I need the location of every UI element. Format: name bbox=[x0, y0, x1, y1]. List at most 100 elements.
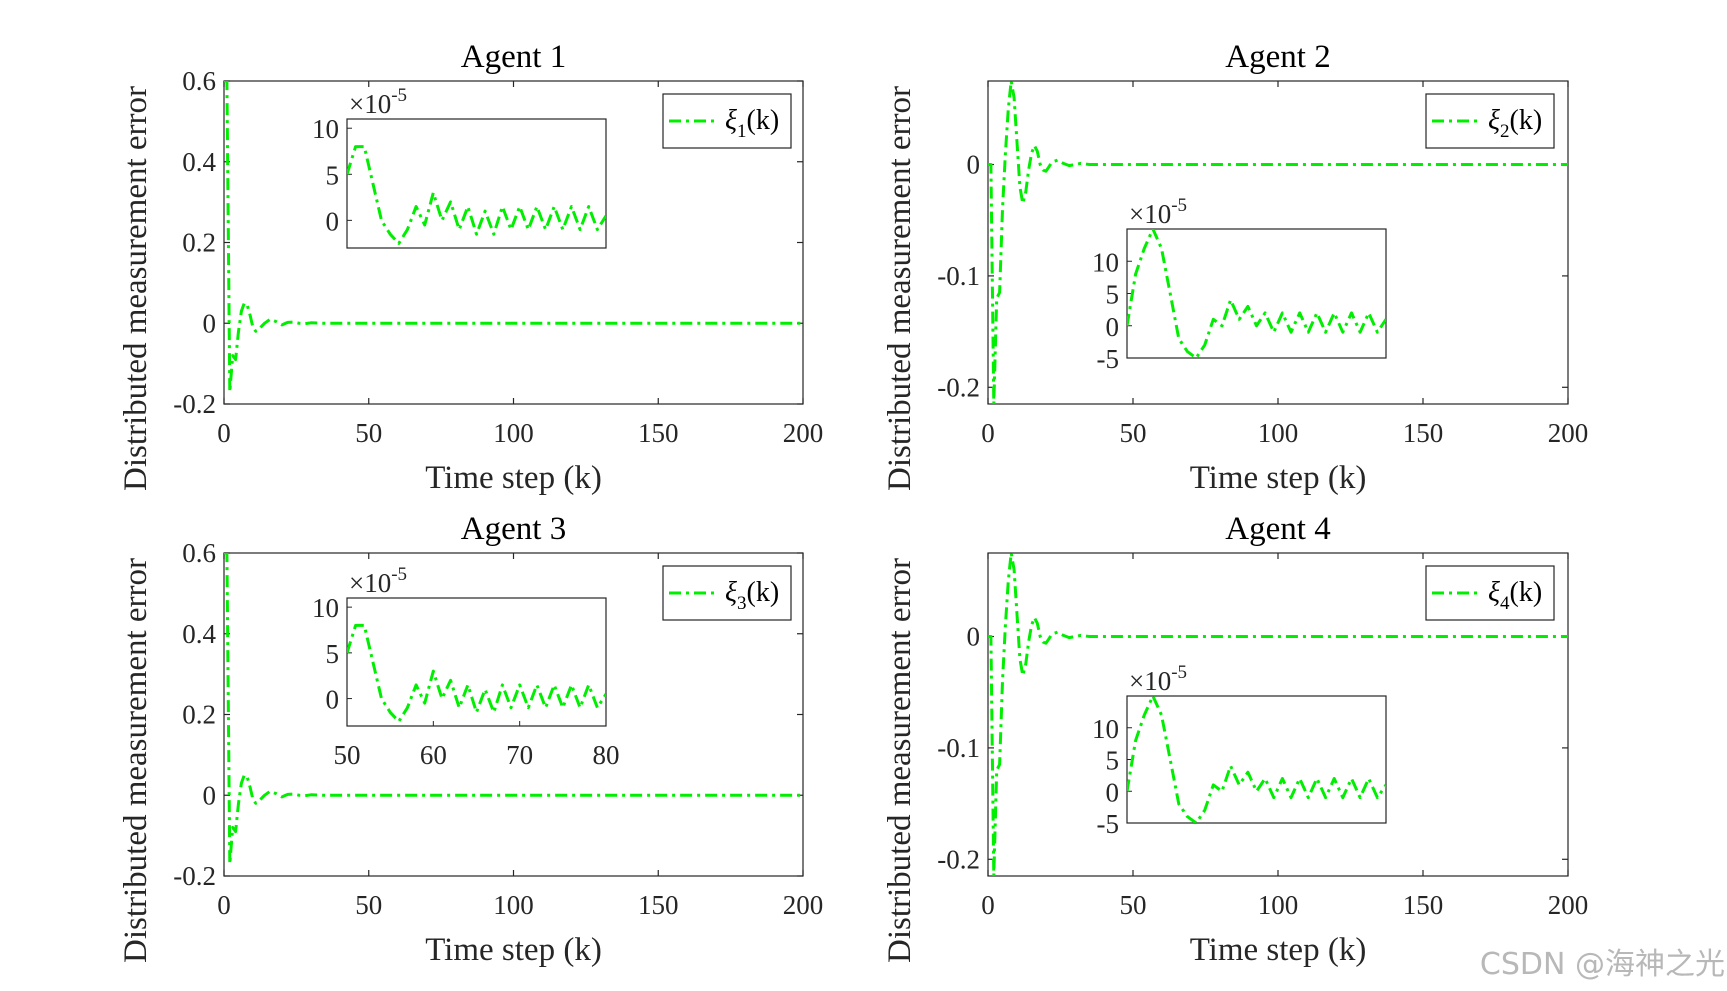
y-tick-label: 0.2 bbox=[182, 228, 216, 258]
inset-y-tick-label: 5 bbox=[1106, 280, 1120, 310]
inset-y-tick-label: 10 bbox=[312, 593, 339, 623]
series-line bbox=[988, 553, 1568, 876]
legend: ξ2(k) bbox=[1425, 93, 1555, 149]
y-tick-label: -0.2 bbox=[937, 844, 980, 874]
inset-y-tick-label: 0 bbox=[1106, 777, 1120, 807]
legend-box bbox=[662, 565, 792, 621]
series-line bbox=[224, 81, 803, 394]
x-tick-label: 0 bbox=[981, 418, 995, 448]
chart-title: Agent 4 bbox=[1225, 511, 1330, 547]
x-tick-label: 200 bbox=[783, 418, 824, 448]
inset-y-tick-label: 10 bbox=[1092, 714, 1119, 744]
inset-series-line bbox=[1127, 696, 1386, 823]
legend: ξ1(k) bbox=[662, 93, 792, 149]
inset-series-line bbox=[347, 145, 606, 245]
y-tick-label: -0.2 bbox=[173, 389, 216, 419]
y-tick-label: -0.2 bbox=[173, 861, 216, 891]
inset-y-tick-label: 10 bbox=[1092, 247, 1119, 277]
legend-label: ξ2(k) bbox=[1488, 105, 1542, 142]
inset-y-tick-label: 0 bbox=[326, 206, 340, 236]
inset-y-tick-label: 5 bbox=[326, 639, 340, 669]
inset-exponent-label: ×10-5 bbox=[1129, 195, 1187, 229]
inset-box bbox=[1126, 695, 1387, 824]
inset-exponent-label: ×10-5 bbox=[1129, 662, 1187, 696]
series-line bbox=[988, 81, 1568, 404]
series-line bbox=[224, 553, 803, 866]
inset-zoom: 0 5 10 50 60 70 80 ×10-5 bbox=[312, 564, 620, 770]
y-axis-label: Distributed measurement error bbox=[882, 86, 918, 491]
y-tick-label: 0 bbox=[967, 622, 981, 652]
x-tick-label: 200 bbox=[1548, 890, 1589, 920]
y-tick-label: -0.2 bbox=[937, 372, 980, 402]
inset-exponent-label: ×10-5 bbox=[349, 85, 407, 119]
x-axis-label: Time step (k) bbox=[425, 932, 602, 968]
x-axis-label: Time step (k) bbox=[1190, 932, 1367, 968]
x-tick-label: 150 bbox=[638, 418, 679, 448]
x-tick-label: 100 bbox=[1258, 418, 1299, 448]
legend-label: ξ1(k) bbox=[725, 105, 779, 142]
chart-title: Agent 2 bbox=[1225, 39, 1330, 75]
x-tick-label: 100 bbox=[493, 418, 534, 448]
x-tick-label: 0 bbox=[981, 890, 995, 920]
inset-y-tick-label: -5 bbox=[1097, 344, 1120, 374]
legend: ξ4(k) bbox=[1425, 565, 1555, 621]
y-tick-label: 0.6 bbox=[182, 66, 216, 96]
inset-y-tick-label: 0 bbox=[326, 685, 340, 715]
inset-box bbox=[346, 118, 607, 249]
inset-x-tick-label: 70 bbox=[506, 740, 533, 770]
inset-x-tick-label: 50 bbox=[334, 740, 361, 770]
x-tick-label: 100 bbox=[1258, 890, 1299, 920]
y-tick-label: 0 bbox=[203, 780, 217, 810]
x-axis-label: Time step (k) bbox=[1190, 460, 1367, 496]
y-axis-label: Distributed measurement error bbox=[118, 558, 154, 963]
y-tick-label: -0.1 bbox=[937, 733, 980, 763]
x-tick-label: 50 bbox=[355, 418, 382, 448]
y-tick-label: 0 bbox=[203, 308, 217, 338]
legend-box bbox=[1425, 565, 1555, 621]
y-tick-label: 0.2 bbox=[182, 700, 216, 730]
y-tick-label: 0.4 bbox=[182, 147, 216, 177]
x-tick-label: 50 bbox=[1120, 890, 1147, 920]
inset-series-line bbox=[347, 623, 606, 723]
y-tick-label: 0 bbox=[967, 150, 981, 180]
legend-box bbox=[1425, 93, 1555, 149]
inset-y-tick-label: 0 bbox=[1106, 312, 1120, 342]
legend-box bbox=[662, 93, 792, 149]
inset-box bbox=[1126, 228, 1387, 359]
inset-y-tick-label: -5 bbox=[1097, 809, 1120, 839]
inset-y-tick-label: 10 bbox=[312, 114, 339, 144]
x-tick-label: 50 bbox=[355, 890, 382, 920]
legend: ξ3(k) bbox=[662, 565, 792, 621]
x-tick-label: 150 bbox=[638, 890, 679, 920]
inset-exponent-label: ×10-5 bbox=[349, 564, 407, 598]
y-tick-label: -0.1 bbox=[937, 261, 980, 291]
inset-x-tick-label: 60 bbox=[420, 740, 447, 770]
y-tick-label: 0.6 bbox=[182, 538, 216, 568]
legend-label: ξ4(k) bbox=[1488, 577, 1542, 614]
inset-x-tick-label: 80 bbox=[593, 740, 620, 770]
chart-title: Agent 3 bbox=[461, 511, 566, 547]
y-axis-label: Distributed measurement error bbox=[882, 558, 918, 963]
chart-title: Agent 1 bbox=[461, 39, 566, 75]
x-tick-label: 150 bbox=[1403, 890, 1444, 920]
watermark: CSDN @海神之光 bbox=[1479, 947, 1725, 982]
x-axis-label: Time step (k) bbox=[425, 460, 602, 496]
y-axis-label: Distributed measurement error bbox=[118, 86, 154, 491]
x-tick-label: 200 bbox=[783, 890, 824, 920]
x-tick-label: 0 bbox=[217, 890, 231, 920]
x-tick-label: 0 bbox=[217, 418, 231, 448]
inset-y-tick-label: 5 bbox=[1106, 746, 1120, 776]
y-tick-label: 0.4 bbox=[182, 619, 216, 649]
inset-zoom: 0 5 10 ×10-5 bbox=[312, 85, 607, 249]
x-tick-label: 100 bbox=[493, 890, 534, 920]
x-tick-label: 150 bbox=[1403, 418, 1444, 448]
legend-label: ξ3(k) bbox=[725, 577, 779, 614]
inset-series-line bbox=[1127, 229, 1386, 358]
